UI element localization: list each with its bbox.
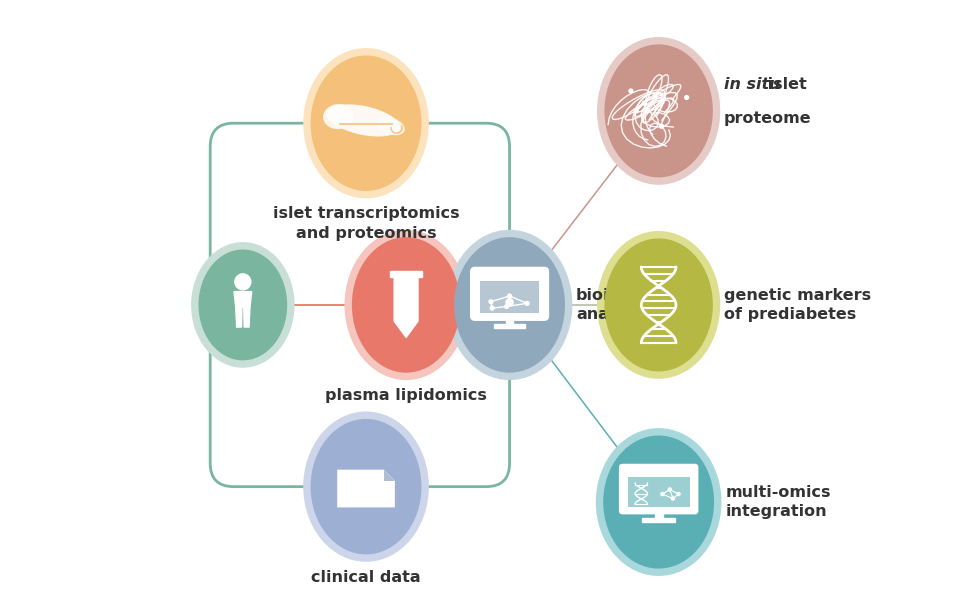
Ellipse shape [191,242,295,368]
Ellipse shape [303,411,429,562]
Circle shape [671,497,675,500]
Circle shape [684,95,688,99]
Bar [480,281,539,313]
Text: clinical data: clinical data [311,570,420,585]
Circle shape [489,300,492,304]
Polygon shape [236,307,242,327]
Ellipse shape [326,104,400,137]
FancyBboxPatch shape [470,267,549,321]
Ellipse shape [603,436,714,569]
Text: plasma lipidomics: plasma lipidomics [325,388,487,403]
Text: multi-omics
integration: multi-omics integration [725,485,830,519]
Ellipse shape [303,48,429,198]
Bar [390,271,422,277]
Text: proteome: proteome [724,111,811,126]
Circle shape [525,301,529,306]
Bar [506,316,514,326]
Text: in situ: in situ [724,78,780,92]
Ellipse shape [446,230,572,380]
Ellipse shape [597,37,720,185]
Polygon shape [244,307,250,327]
Ellipse shape [324,104,353,129]
Ellipse shape [596,428,722,576]
Ellipse shape [377,117,405,135]
Bar [628,477,689,507]
Text: genetic markers
of prediabetes: genetic markers of prediabetes [724,288,871,322]
Ellipse shape [597,231,720,379]
Ellipse shape [311,419,421,554]
Circle shape [505,304,509,309]
Circle shape [629,89,633,93]
Circle shape [668,488,671,491]
Circle shape [635,109,638,113]
Ellipse shape [352,237,460,373]
Ellipse shape [605,44,713,177]
Polygon shape [234,291,252,307]
FancyBboxPatch shape [619,464,698,514]
Polygon shape [337,469,395,508]
Circle shape [506,299,514,306]
Circle shape [645,108,649,111]
Ellipse shape [605,238,713,371]
Circle shape [491,306,494,310]
Ellipse shape [454,237,565,373]
Text: islet: islet [762,78,806,92]
Bar [655,509,662,519]
Circle shape [508,294,512,298]
Circle shape [660,492,664,496]
Polygon shape [384,469,395,480]
Circle shape [677,492,680,496]
Circle shape [642,101,646,105]
Text: bioinformatic
analysis: bioinformatic analysis [576,288,697,322]
Bar [642,518,675,522]
Circle shape [235,274,251,290]
Ellipse shape [311,55,421,191]
Bar [494,324,525,328]
Ellipse shape [199,249,287,360]
Circle shape [660,124,663,128]
Polygon shape [395,275,418,338]
Text: islet transcriptomics
and proteomics: islet transcriptomics and proteomics [273,206,459,241]
Ellipse shape [345,230,468,380]
